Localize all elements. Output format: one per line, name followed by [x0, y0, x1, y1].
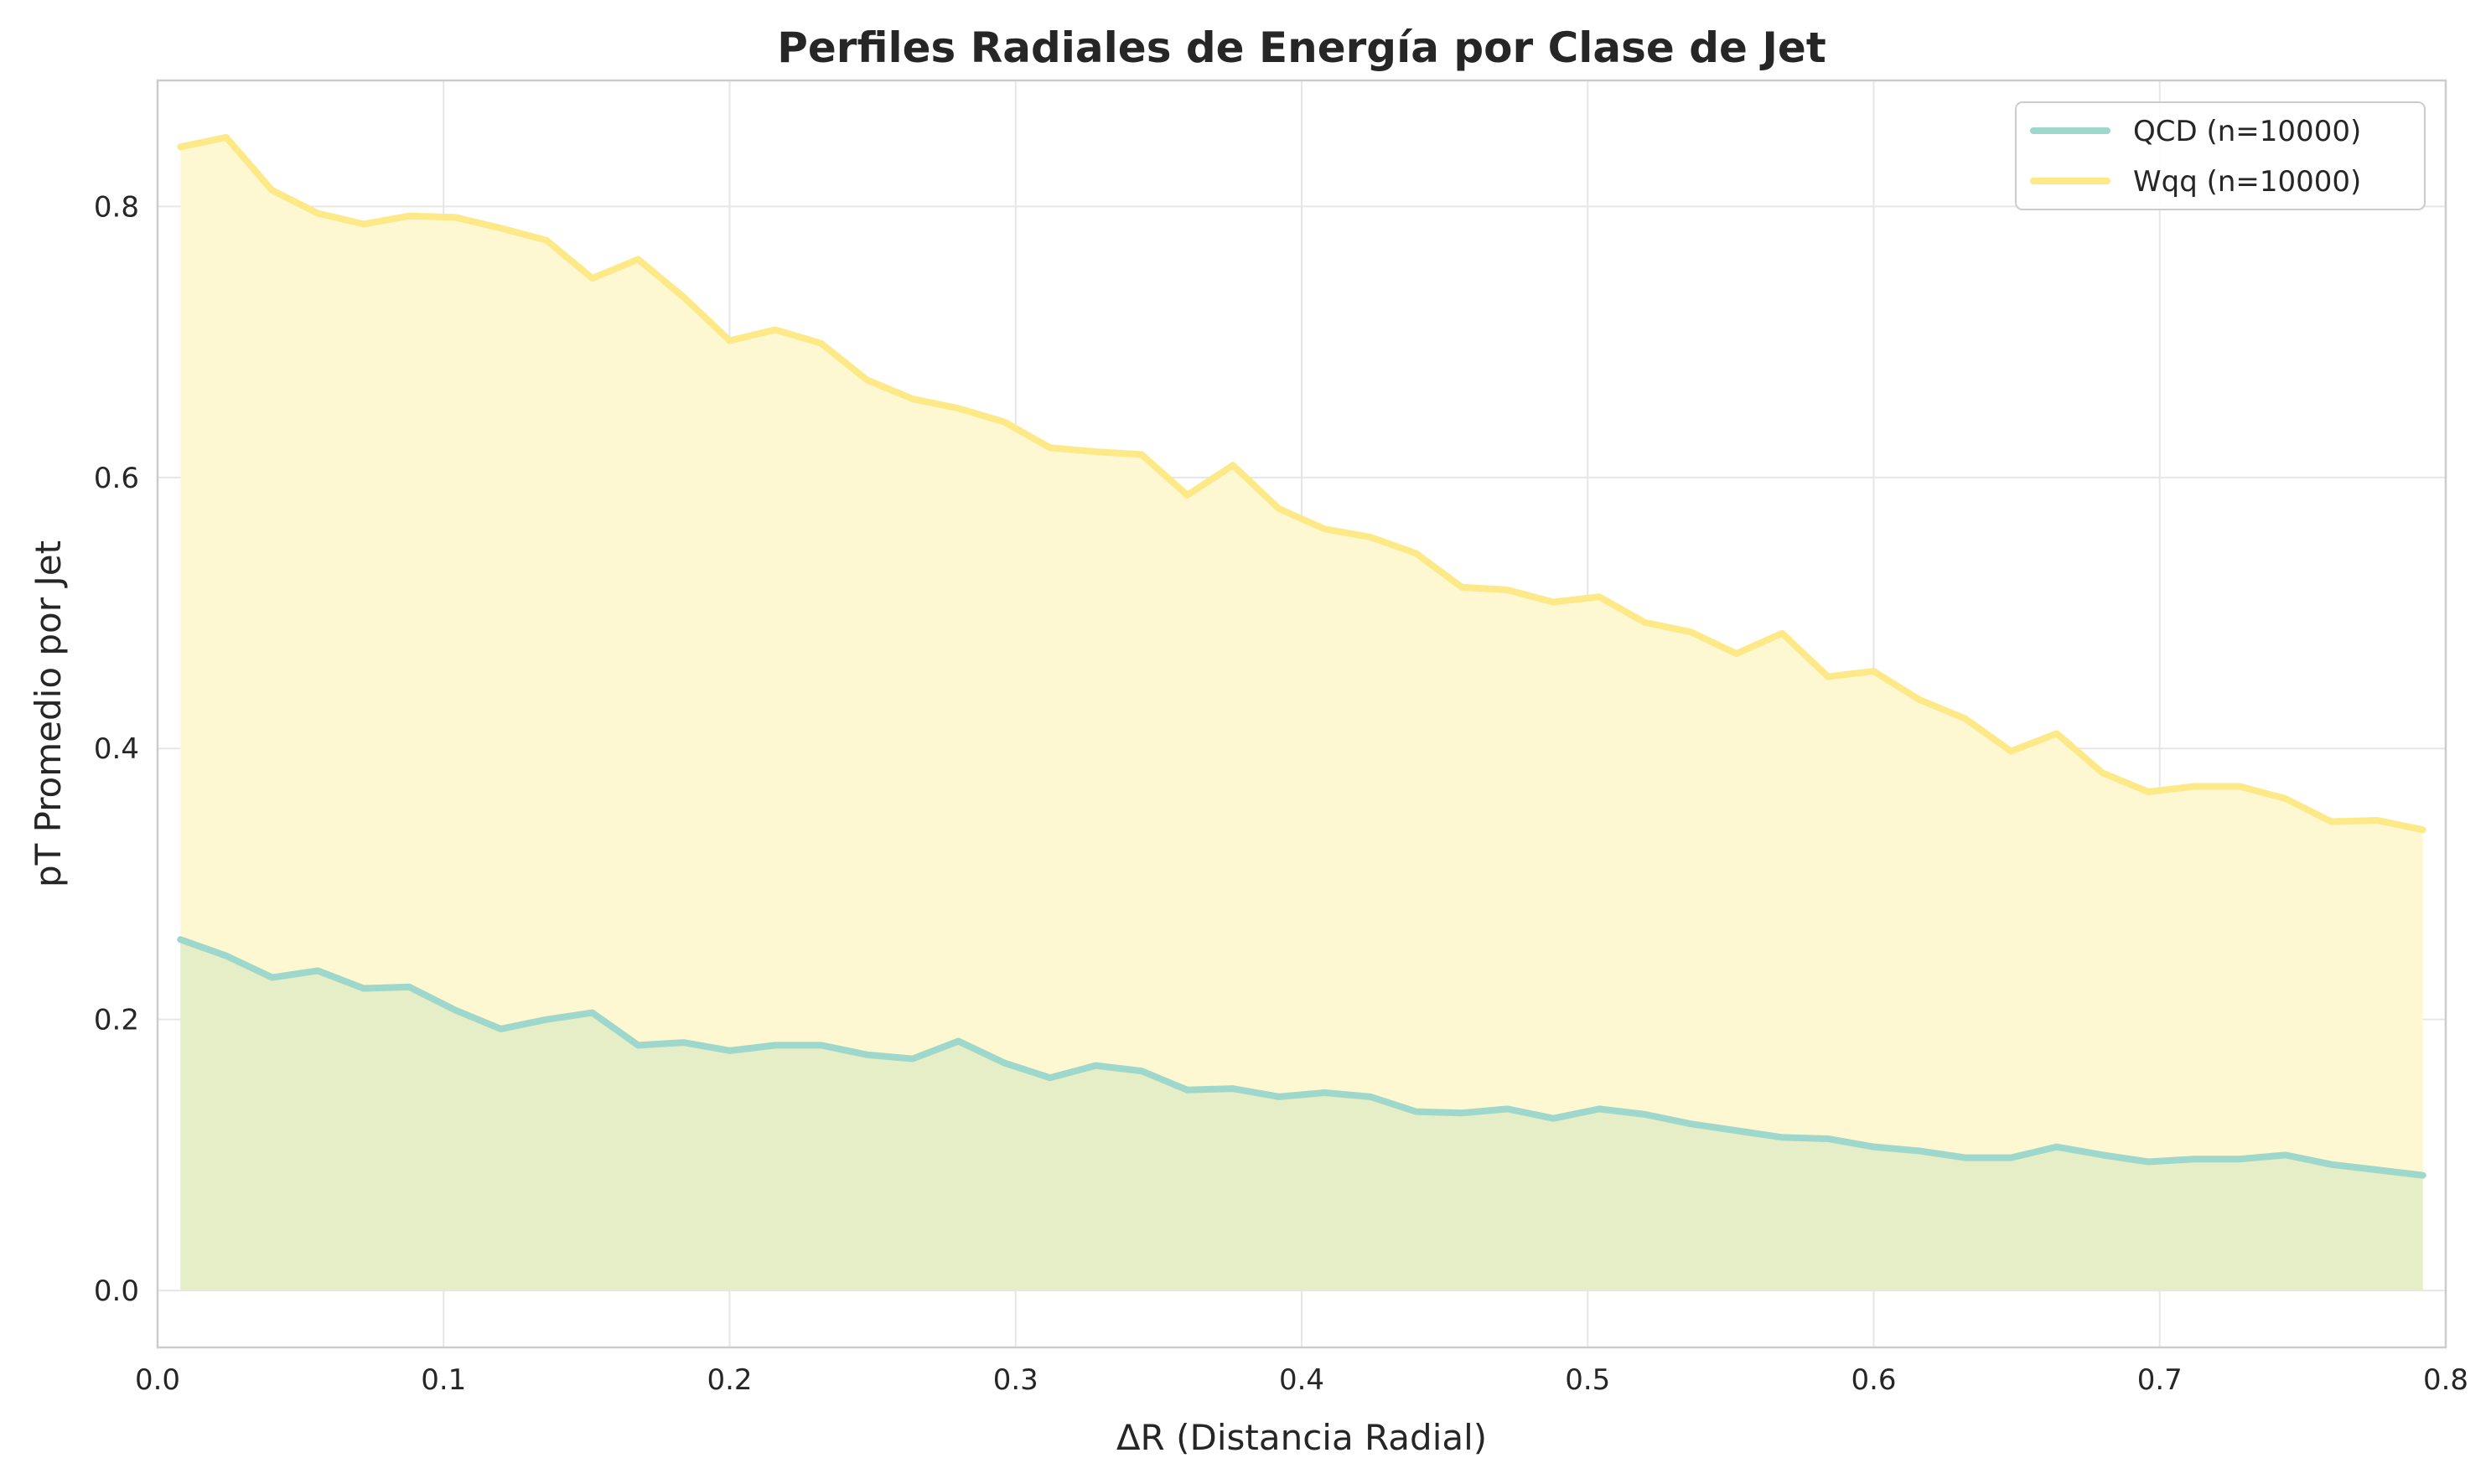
x-tick-label: 0.6 [1851, 1363, 1896, 1397]
y-tick-label: 0.2 [94, 1004, 139, 1037]
y-tick-label: 0.4 [94, 732, 139, 766]
x-ticks: 0.0 0.1 0.2 0.3 0.4 0.5 0.6 0.7 0.8 [135, 1363, 2468, 1397]
series-line-qcd [177, 936, 2426, 1179]
x-tick-label: 0.3 [993, 1363, 1038, 1397]
y-tick-label: 0.8 [94, 190, 139, 224]
x-tick-label: 0.5 [1565, 1363, 1610, 1397]
x-tick-label: 0.0 [135, 1363, 180, 1397]
x-tick-label: 0.4 [1279, 1363, 1324, 1397]
legend-label-wqq: Wqq (n=10000) [2133, 165, 2361, 199]
area-fill-wqq [180, 137, 2423, 1291]
x-axis-label: ΔR (Distancia Radial) [1116, 1417, 1487, 1458]
legend-label-qcd: QCD (n=10000) [2133, 115, 2361, 148]
series-line-wqq [177, 133, 2426, 834]
series-lines [177, 133, 2426, 1179]
area-fill-qcd [180, 939, 2423, 1291]
y-ticks: 0.0 0.2 0.4 0.6 0.8 [94, 190, 139, 1308]
legend: QCD (n=10000) Wqq (n=10000) [2015, 101, 2426, 210]
y-tick-label: 0.6 [94, 462, 139, 495]
plot-frame [156, 79, 2447, 1349]
y-tick-label: 0.0 [94, 1275, 139, 1308]
y-axis-label: pT Promedio por Jet [28, 540, 69, 887]
x-tick-label: 0.7 [2137, 1363, 2183, 1397]
chart-title: Perfiles Radiales de Energía por Clase d… [777, 23, 1826, 72]
x-tick-label: 0.1 [421, 1363, 466, 1397]
x-tick-label: 0.2 [707, 1363, 752, 1397]
area-fills [180, 137, 2423, 1291]
legend-box [2015, 101, 2426, 210]
x-tick-label: 0.8 [2423, 1363, 2468, 1397]
